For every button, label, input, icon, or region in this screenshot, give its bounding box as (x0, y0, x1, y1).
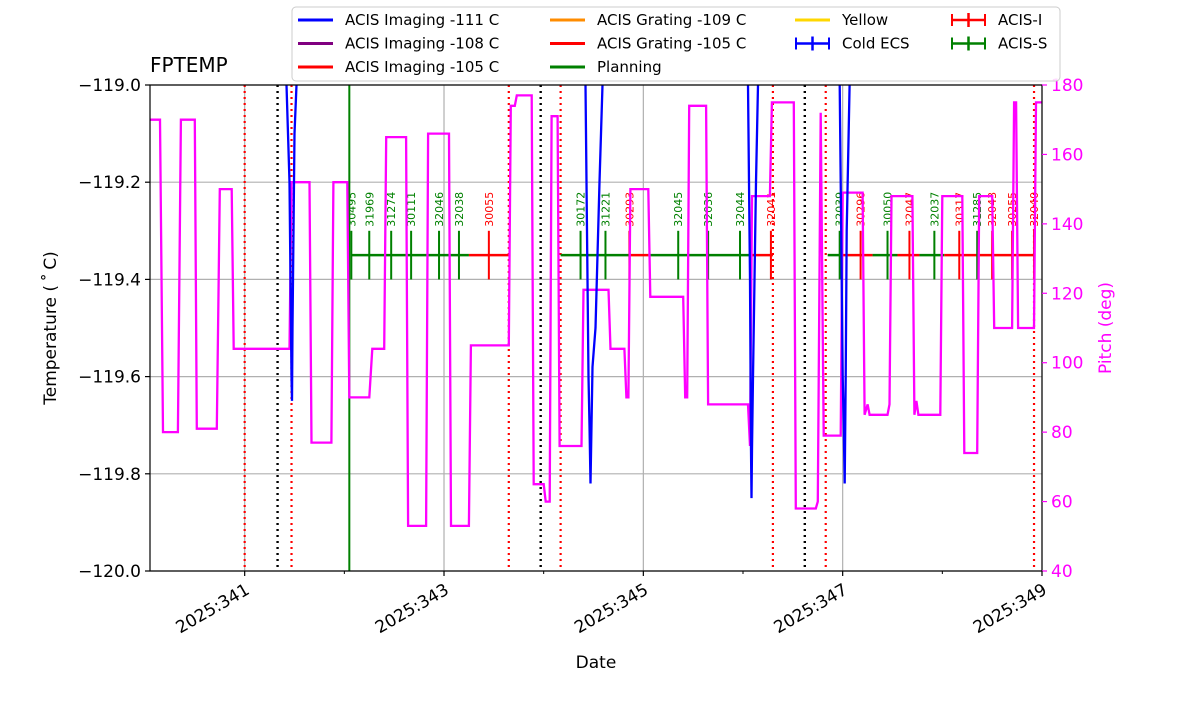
y2-axis-label: Pitch (deg) (1096, 282, 1116, 374)
obsid-label: 32044 (734, 192, 747, 227)
temperature-series (285, 85, 851, 499)
legend-label: Cold ECS (842, 35, 910, 53)
obsid-label: 32037 (928, 192, 941, 227)
obsid-label: 32041 (765, 192, 778, 227)
obsid-label: 31285 (971, 192, 984, 227)
y-tick-label: −119.6 (78, 368, 141, 388)
y-tick-label: −119.0 (78, 76, 141, 96)
obsid-label: 30296 (855, 192, 868, 227)
obsid-label: 30055 (483, 192, 496, 227)
y2-tick-label: 100 (1051, 354, 1083, 374)
y2-tick-label: 120 (1051, 284, 1083, 304)
plot-frame (149, 84, 1043, 572)
obsid-label: 32038 (453, 192, 466, 227)
legend-label: ACIS Grating -109 C (597, 11, 746, 29)
obsid-label: 30172 (575, 192, 588, 227)
y-tick-label: −119.2 (78, 173, 141, 193)
obsid-label: 32045 (672, 192, 685, 227)
y2-tick-label: 180 (1051, 76, 1083, 96)
y2-tick-label: 140 (1051, 215, 1083, 235)
y2-tick-label: 40 (1051, 562, 1073, 582)
obsid-label: 30111 (405, 192, 418, 227)
legend-label: ACIS-S (998, 35, 1047, 53)
y2-tick-label: 60 (1051, 493, 1073, 513)
obsid-label: 31221 (599, 192, 612, 227)
legend-label: ACIS Imaging -105 C (345, 58, 499, 76)
y-tick-label: −119.4 (78, 270, 141, 290)
obsid-label: 32046 (433, 192, 446, 227)
legend-label: Planning (597, 58, 662, 76)
obsid-label: 31969 (363, 192, 376, 227)
obsid-label: 31274 (385, 192, 398, 227)
legend: ACIS Imaging -111 C ACIS Imaging -108 C AC… (291, 6, 1061, 82)
legend-label: ACIS Imaging -108 C (345, 35, 499, 53)
legend-label: ACIS Imaging -111 C (345, 11, 499, 29)
legend-label: ACIS-I (998, 11, 1042, 29)
legend-box (291, 6, 1061, 82)
legend-label: ACIS Grating -105 C (597, 35, 746, 53)
pitch-line (150, 94, 1042, 528)
temperature-line (285, 85, 851, 499)
y-tick-label: −119.8 (78, 465, 141, 485)
y-tick-label: −120.0 (78, 562, 141, 582)
obsid-label: 32036 (702, 192, 715, 227)
y-axis-label: Temperature ( ˚ C) (40, 251, 61, 406)
chart-title: FPTEMP (150, 53, 228, 77)
legend-label: Yellow (841, 11, 888, 29)
y2-tick-label: 80 (1051, 423, 1073, 443)
y2-tick-label: 160 (1051, 145, 1083, 165)
pitch-series (150, 94, 1042, 528)
x-axis-label: Date (576, 653, 617, 673)
